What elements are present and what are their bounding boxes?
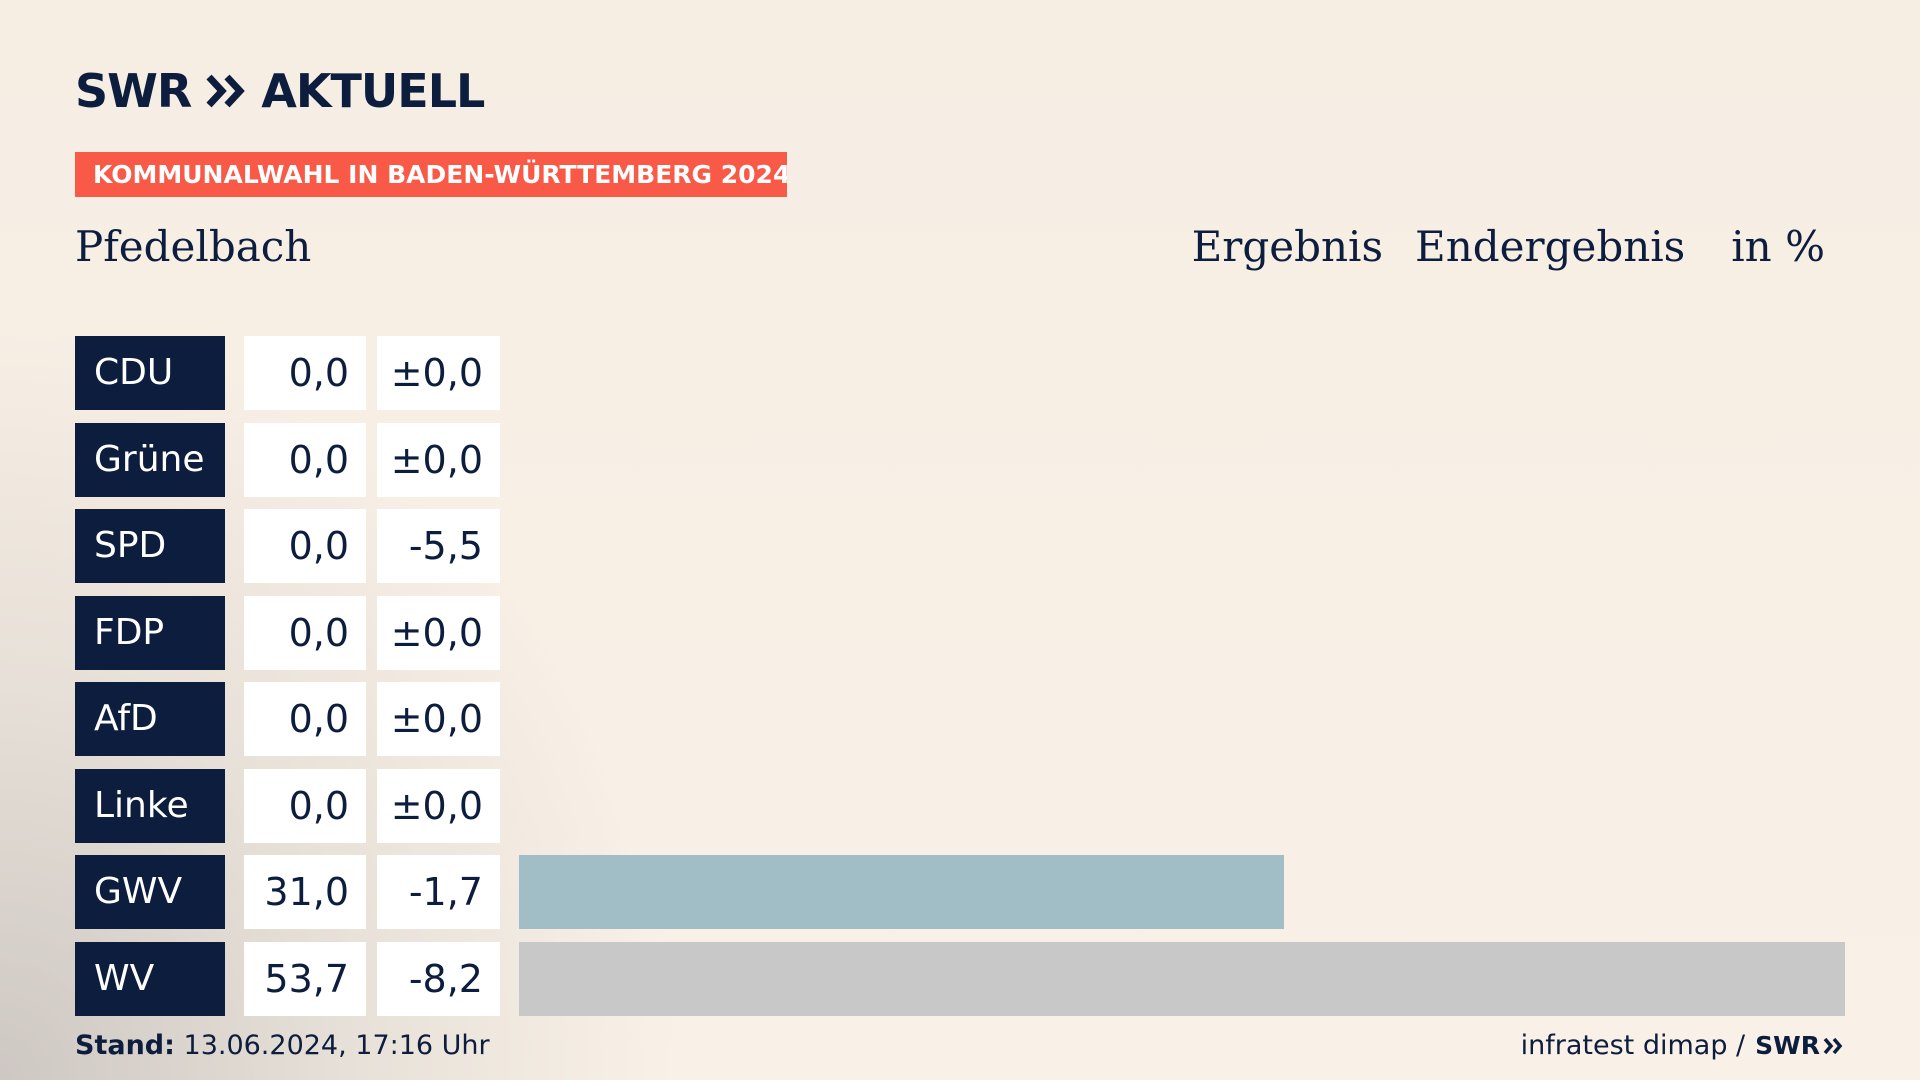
party-label: CDU xyxy=(75,336,225,410)
result-diff: -8,2 xyxy=(377,941,500,1016)
result-diff: ±0,0 xyxy=(377,336,500,410)
small-logo-text: SWR xyxy=(1755,1031,1820,1060)
logo-swr-text: SWR xyxy=(75,64,192,118)
result-value: 0,0 xyxy=(244,422,366,497)
party-label: AfD xyxy=(75,682,225,756)
result-value: 31,0 xyxy=(244,855,366,929)
result-diff: ±0,0 xyxy=(377,595,500,670)
result-value: 0,0 xyxy=(244,336,366,410)
status-label: Endergebnis xyxy=(1415,222,1686,271)
election-banner: KOMMUNALWAHL IN BADEN-WÜRTTEMBERG 2024 xyxy=(75,152,787,197)
place-title: Pfedelbach xyxy=(75,222,312,271)
result-diff: -5,5 xyxy=(377,509,500,583)
logo-aktuell-text: AKTUELL xyxy=(261,64,485,118)
unit-label: in % xyxy=(1731,222,1825,271)
source-text: infratest dimap / xyxy=(1520,1030,1746,1061)
result-value: 0,0 xyxy=(244,768,366,843)
result-value: 53,7 xyxy=(244,941,366,1016)
party-label: SPD xyxy=(75,509,225,583)
result-bar xyxy=(519,941,1845,1016)
party-label: GWV xyxy=(75,855,225,929)
swr-small-logo: SWR xyxy=(1755,1031,1845,1060)
result-header: Ergebnis Endergebnis in % xyxy=(1192,222,1825,271)
result-diff: ±0,0 xyxy=(377,422,500,497)
party-label: Grüne xyxy=(75,422,225,497)
result-bar xyxy=(519,855,1285,929)
result-row: SPD 0,0 -5,5 xyxy=(75,509,1845,583)
result-row: GWV 31,0 -1,7 xyxy=(75,855,1845,929)
result-label: Ergebnis xyxy=(1191,222,1384,271)
result-row: FDP 0,0 ±0,0 xyxy=(75,595,1845,670)
result-row: AfD 0,0 ±0,0 xyxy=(75,682,1845,756)
result-row: CDU 0,0 ±0,0 xyxy=(75,336,1845,410)
party-label: FDP xyxy=(75,595,225,670)
small-double-chevron-icon xyxy=(1823,1037,1843,1054)
swr-aktuell-logo: SWR AKTUELL xyxy=(75,64,485,118)
result-value: 0,0 xyxy=(244,595,366,670)
double-chevron-icon xyxy=(206,74,246,108)
stand-value: 13.06.2024, 17:16 Uhr xyxy=(183,1030,490,1061)
result-row: Grüne 0,0 ±0,0 xyxy=(75,422,1845,497)
result-diff: ±0,0 xyxy=(377,682,500,756)
result-value: 0,0 xyxy=(244,682,366,756)
result-row: WV 53,7 -8,2 xyxy=(75,941,1845,1016)
party-label: Linke xyxy=(75,768,225,843)
timestamp: Stand: 13.06.2024, 17:16 Uhr xyxy=(75,1030,490,1061)
result-row: Linke 0,0 ±0,0 xyxy=(75,768,1845,843)
source-credit: infratest dimap / SWR xyxy=(1521,1030,1845,1061)
stand-label: Stand: xyxy=(75,1030,175,1061)
result-value: 0,0 xyxy=(244,509,366,583)
result-diff: -1,7 xyxy=(377,855,500,929)
party-label: WV xyxy=(75,941,225,1016)
result-diff: ±0,0 xyxy=(377,768,500,843)
